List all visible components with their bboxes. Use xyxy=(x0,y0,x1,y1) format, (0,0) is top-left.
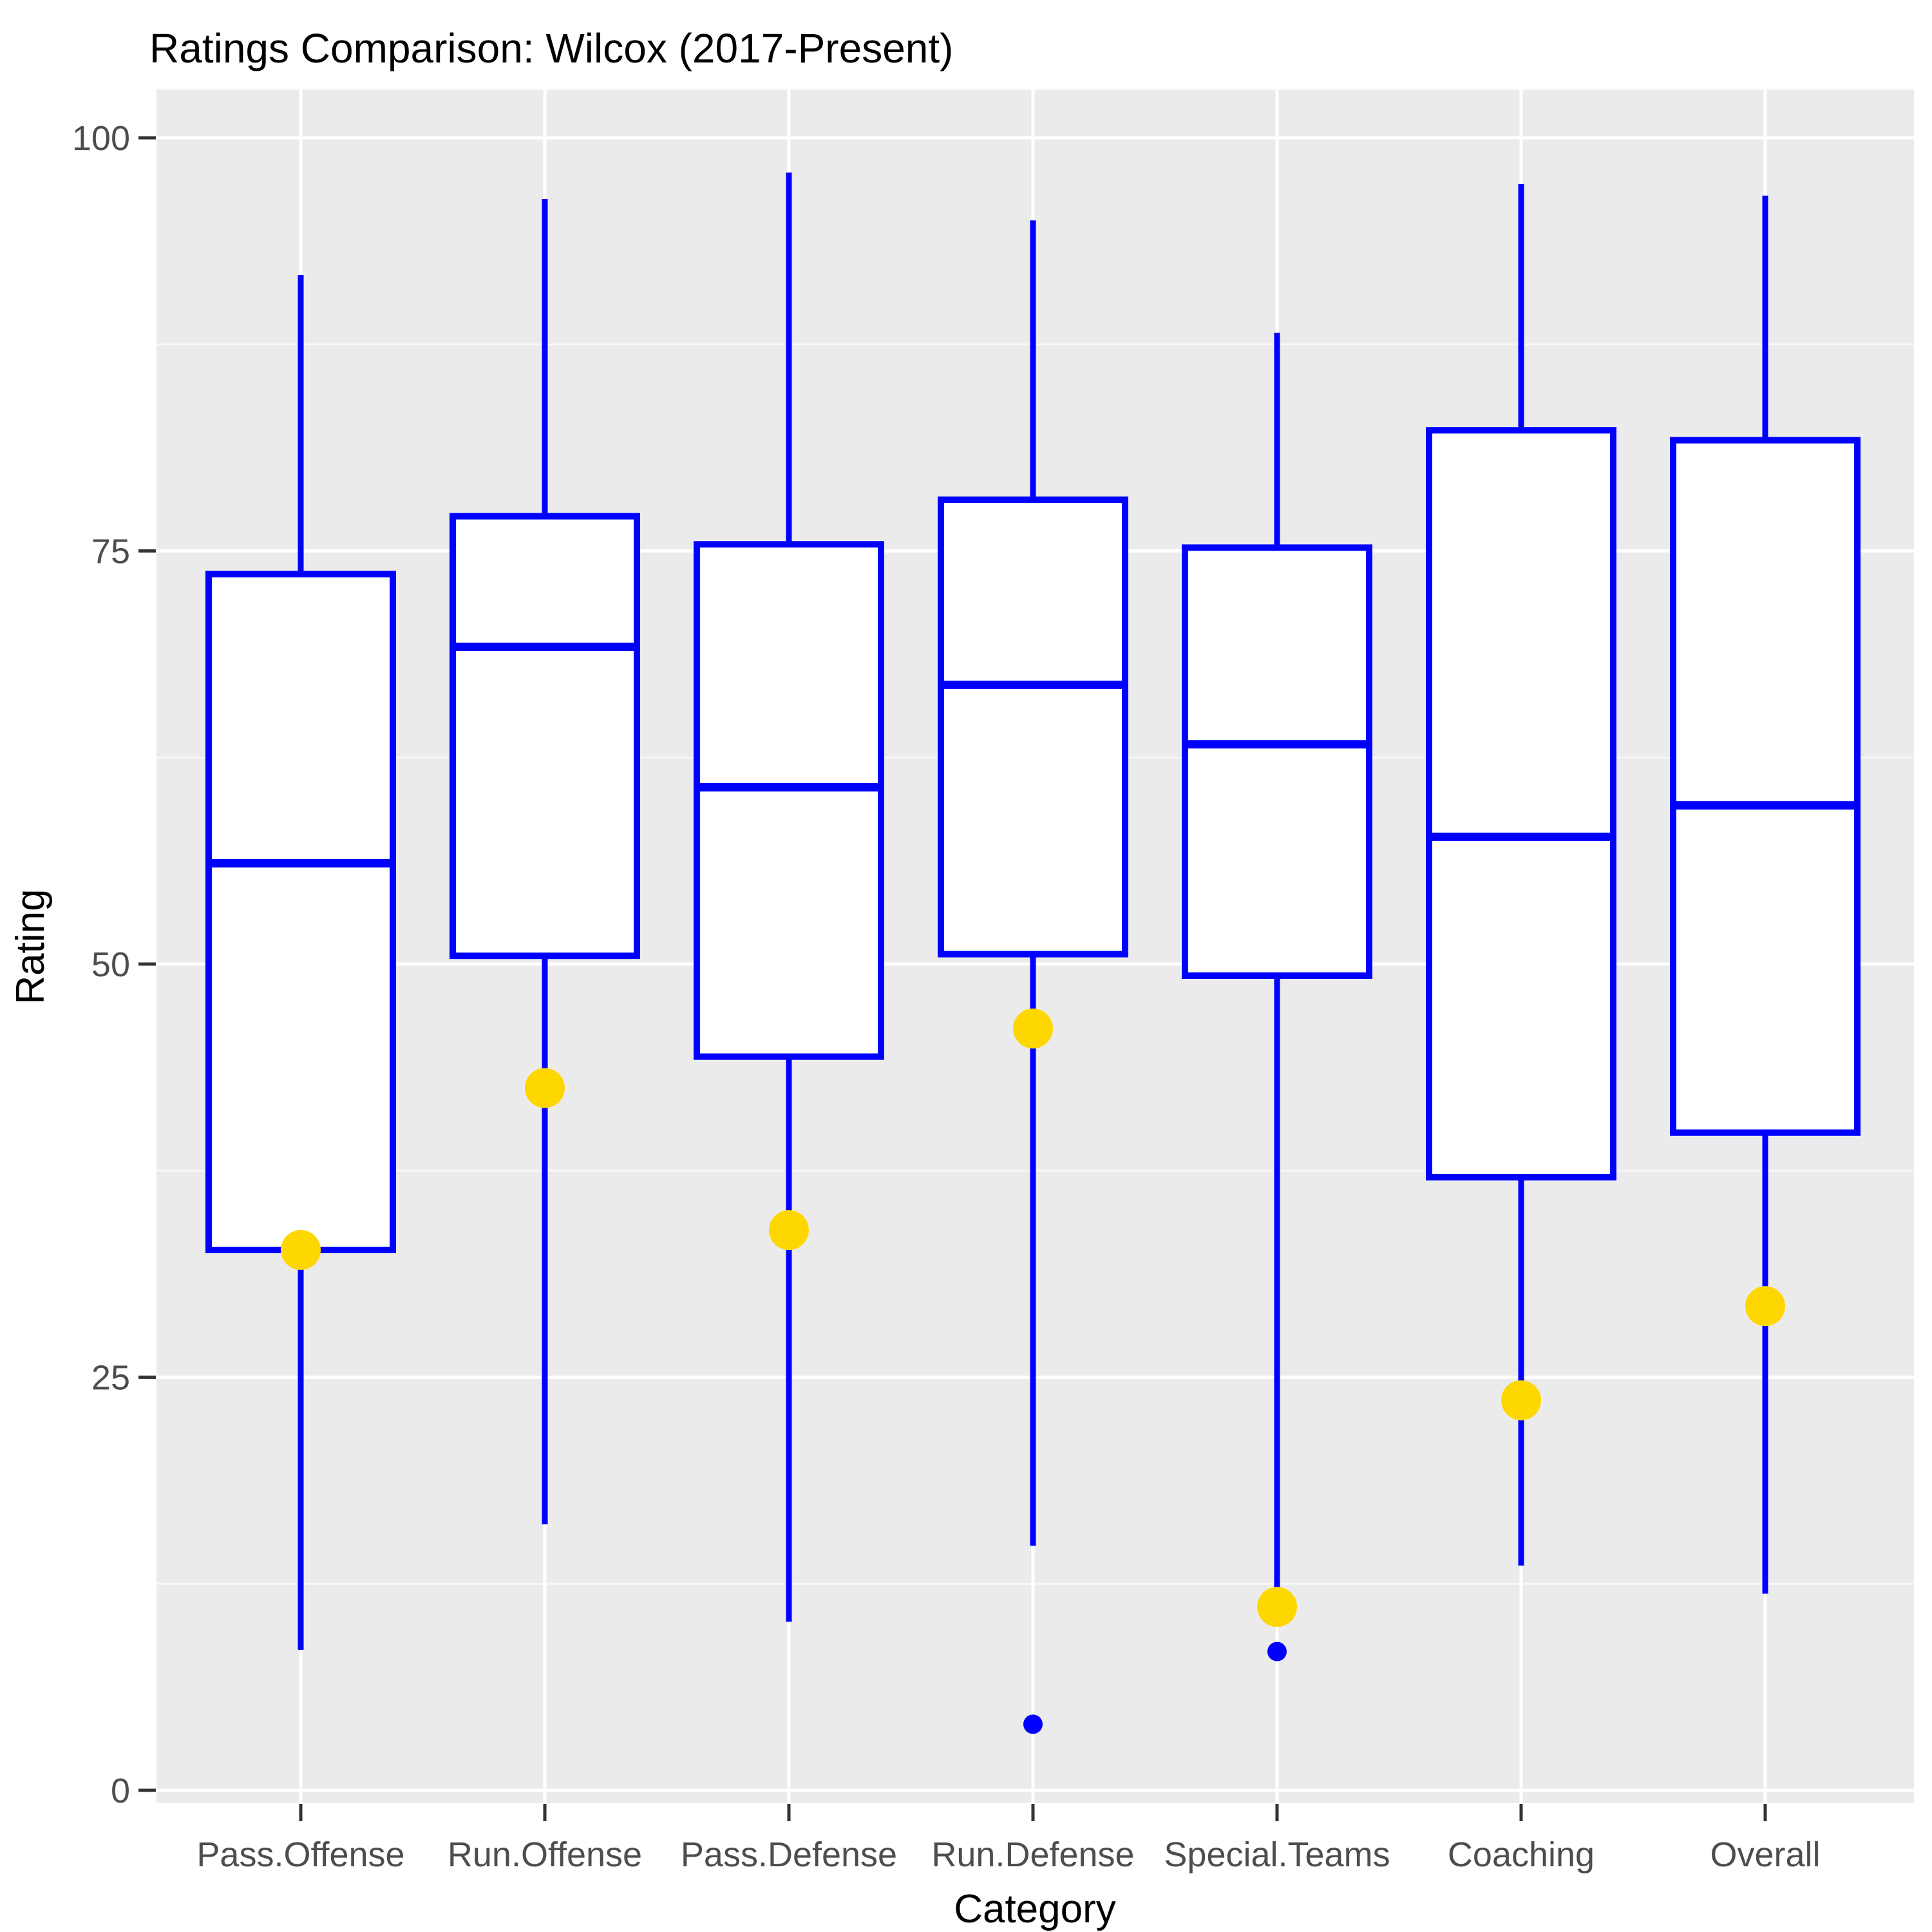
x-axis-title: Category xyxy=(954,1887,1116,1931)
axes: 0 25 50 75 100 Pass.Offense Run.Offense Pass.De… xyxy=(72,119,1821,1874)
box-pass-defense xyxy=(694,172,884,1622)
x-tick-label: Special.Teams xyxy=(1164,1835,1390,1874)
box-special-teams xyxy=(1182,332,1372,1662)
x-tick-label: Run.Defense xyxy=(931,1835,1134,1874)
box-rect xyxy=(694,541,884,1060)
box-rect xyxy=(1182,544,1372,979)
x-tick-label: Run.Offense xyxy=(448,1835,642,1874)
gold-point xyxy=(769,1210,809,1251)
box-rect xyxy=(1670,437,1861,1136)
x-tick-label: Pass.Defense xyxy=(681,1835,897,1874)
box-run-offense xyxy=(450,198,640,1524)
box-rect xyxy=(450,513,640,960)
y-tick-label: 0 xyxy=(111,1772,130,1810)
box-coaching xyxy=(1426,184,1616,1566)
box-rect xyxy=(938,496,1128,958)
gold-point xyxy=(525,1068,565,1108)
box-rect xyxy=(1426,427,1616,1181)
box-run-defense xyxy=(938,220,1128,1734)
x-tick-label: Coaching xyxy=(1448,1835,1595,1874)
box-overall xyxy=(1670,195,1861,1594)
y-axis-title: Rating xyxy=(8,889,53,1004)
y-tick-label: 75 xyxy=(91,533,130,571)
gold-point xyxy=(1745,1286,1785,1327)
x-tick-label: Pass.Offense xyxy=(196,1835,404,1874)
y-tick-label: 100 xyxy=(72,119,130,158)
box-pass-offense xyxy=(205,274,396,1650)
box-rect xyxy=(205,571,396,1253)
gold-point xyxy=(1257,1587,1297,1627)
outlier-point xyxy=(1023,1714,1043,1734)
y-tick-label: 25 xyxy=(91,1359,130,1397)
gold-point xyxy=(1013,1009,1053,1049)
boxplot-series xyxy=(205,172,1861,1734)
y-tick-label: 50 xyxy=(91,945,130,984)
x-tick-label: Overall xyxy=(1710,1835,1820,1874)
outlier-point xyxy=(1267,1642,1287,1662)
gold-point xyxy=(1501,1380,1541,1421)
gold-point xyxy=(281,1229,321,1270)
chart-title: Ratings Comparison: Wilcox (2017-Present… xyxy=(149,25,953,71)
